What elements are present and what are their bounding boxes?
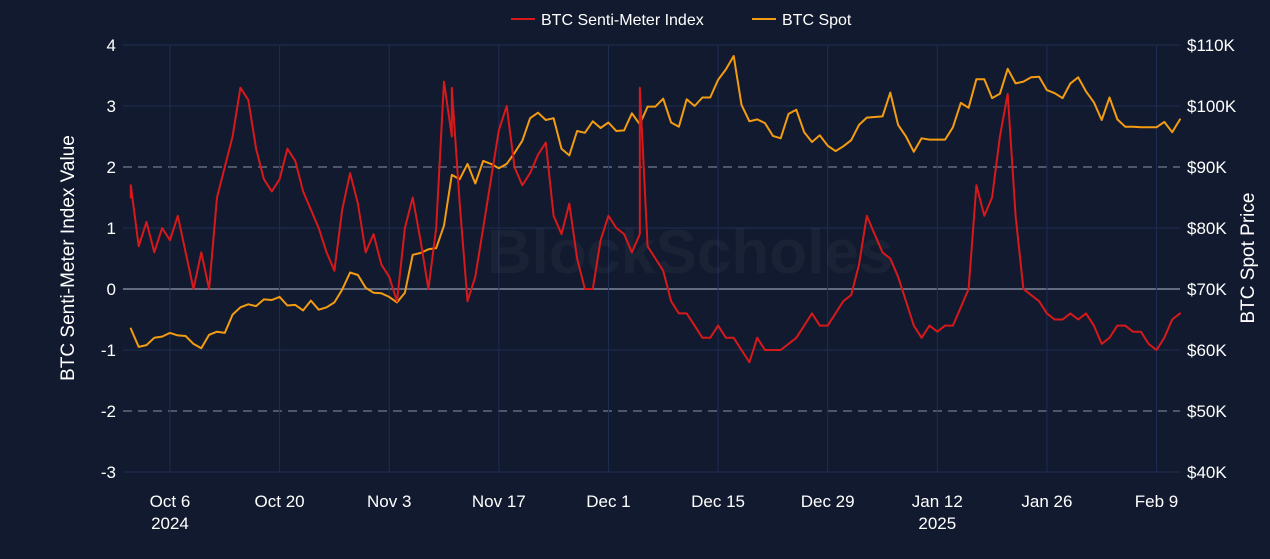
y-left-tick-label: 1 bbox=[107, 219, 116, 238]
watermark: BlockScholes bbox=[487, 218, 894, 287]
x-tick-label: Jan 26 bbox=[1021, 492, 1072, 511]
x-tick-label: Oct 6 bbox=[150, 492, 191, 511]
y-left-tick-label: -1 bbox=[101, 341, 116, 360]
y-right-tick-label: $100K bbox=[1187, 97, 1237, 116]
y-right-tick-label: $40K bbox=[1187, 463, 1227, 482]
x-tick-sublabel: 2024 bbox=[151, 514, 189, 533]
legend-label-spot: BTC Spot bbox=[782, 12, 852, 29]
x-tick-label: Dec 15 bbox=[691, 492, 745, 511]
x-tick-label: Nov 3 bbox=[367, 492, 411, 511]
y-right-tick-label: $90K bbox=[1187, 158, 1227, 177]
series-layer bbox=[129, 55, 1181, 364]
x-tick-label: Jan 12 bbox=[912, 492, 963, 511]
y-left-tick-label: 4 bbox=[107, 36, 116, 55]
y-right-tick-label: $50K bbox=[1187, 402, 1227, 421]
y-left-tick-label: 2 bbox=[107, 158, 116, 177]
series-line-senti-meter bbox=[129, 80, 1181, 364]
x-tick-label: Feb 9 bbox=[1135, 492, 1178, 511]
y-right-tick-label: $70K bbox=[1187, 280, 1227, 299]
y-left-tick-label: -3 bbox=[101, 463, 116, 482]
y-axis-left-title: BTC Senti-Meter Index Value bbox=[58, 135, 79, 381]
legend: BTC Senti-Meter Index BTC Spot bbox=[511, 12, 852, 29]
series-line-btc-spot bbox=[129, 55, 1181, 350]
y-right-tick-label: $60K bbox=[1187, 341, 1227, 360]
x-tick-label: Dec 29 bbox=[801, 492, 855, 511]
axes: -3 -2 -1 0 1 2 3 4 $40K $50K $60K $70K $80K $90K $100K… bbox=[101, 36, 1237, 533]
y-left-tick-label: 3 bbox=[107, 97, 116, 116]
x-tick-label: Nov 17 bbox=[472, 492, 526, 511]
y-axis-right-title: BTC Spot Price bbox=[1238, 193, 1259, 324]
y-right-tick-label: $110K bbox=[1187, 36, 1236, 55]
x-tick-label: Dec 1 bbox=[586, 492, 630, 511]
x-tick-label: Oct 20 bbox=[255, 492, 305, 511]
legend-label-senti: BTC Senti-Meter Index bbox=[541, 12, 704, 29]
x-tick-sublabel: 2025 bbox=[918, 514, 956, 533]
y-right-tick-label: $80K bbox=[1187, 219, 1227, 238]
y-left-tick-label: -2 bbox=[101, 402, 116, 421]
y-left-tick-label: 0 bbox=[107, 280, 116, 299]
